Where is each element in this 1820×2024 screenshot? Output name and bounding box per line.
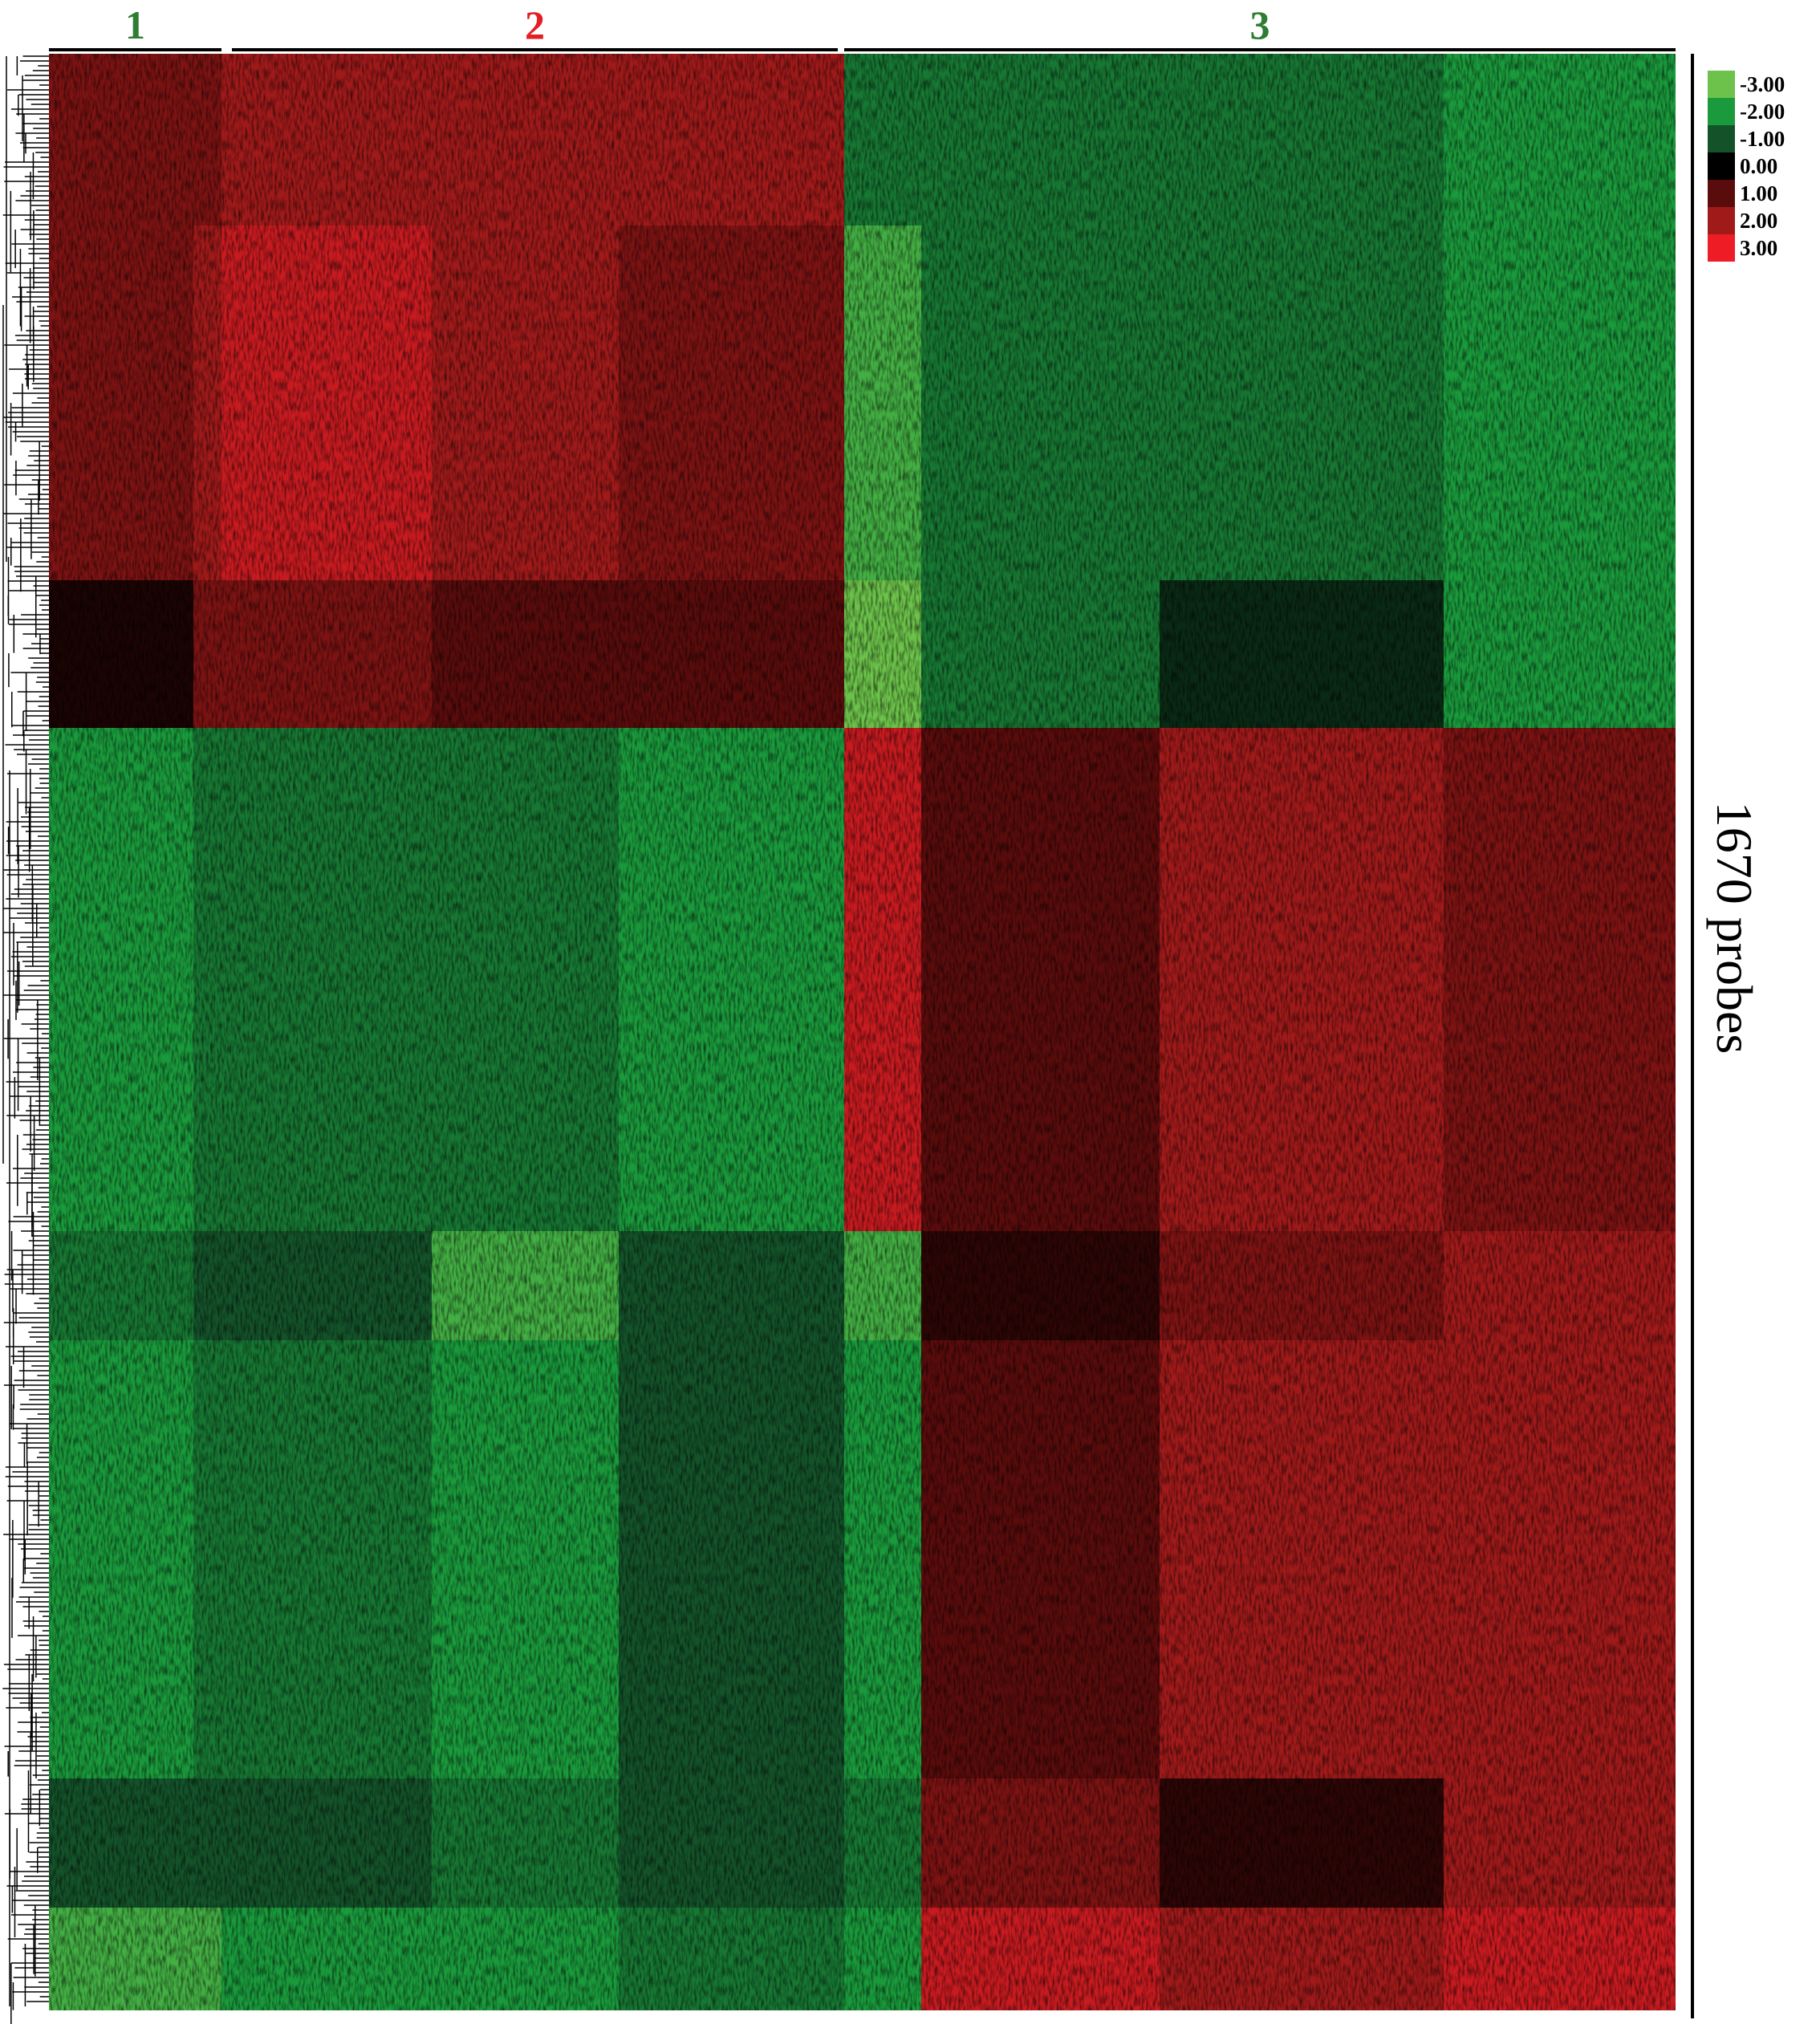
legend-swatch [1708, 234, 1735, 262]
column-group-label: 2 [525, 2, 545, 47]
legend-label: -1.00 [1740, 127, 1785, 151]
legend-label: -3.00 [1740, 72, 1785, 96]
legend-swatch [1708, 125, 1735, 152]
legend-label: 1.00 [1740, 181, 1777, 205]
column-group-label: 3 [1250, 2, 1270, 47]
legend-swatch [1708, 98, 1735, 125]
legend-label: 0.00 [1740, 154, 1777, 178]
legend-label: 2.00 [1740, 209, 1777, 233]
legend-swatch [1708, 152, 1735, 180]
legend-swatch [1708, 180, 1735, 207]
column-group-label: 1 [125, 2, 145, 47]
texture-overlay [49, 54, 1676, 2010]
dendrogram [2, 55, 49, 2024]
legend-swatch [1708, 207, 1735, 234]
legend-label: -2.00 [1740, 100, 1785, 124]
legend-swatch [1708, 71, 1735, 98]
row-label: 1670 probes [1706, 802, 1763, 1055]
legend-label: 3.00 [1740, 236, 1777, 260]
